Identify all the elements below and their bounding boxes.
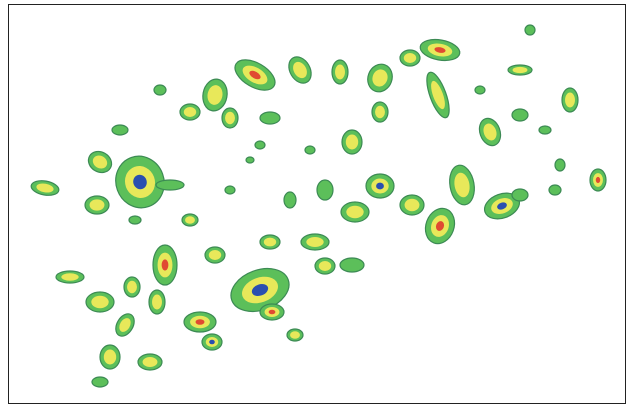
blob-inner xyxy=(143,357,158,367)
blob-outer xyxy=(317,180,333,200)
blob-core xyxy=(269,310,276,314)
blob-inner xyxy=(127,281,137,293)
blob-inner xyxy=(319,261,331,271)
blob-outer xyxy=(340,258,364,272)
blob-outer xyxy=(156,180,184,190)
blob-inner xyxy=(152,295,162,310)
blob-inner xyxy=(225,112,235,124)
blob-inner xyxy=(346,206,363,218)
blob-inner xyxy=(375,106,385,118)
blob-outer xyxy=(246,157,254,163)
blob-outer xyxy=(555,159,565,171)
blob-inner xyxy=(290,331,300,338)
blob-inner xyxy=(264,238,276,247)
blob-outer xyxy=(225,186,235,194)
blob-outer xyxy=(539,126,551,134)
blob-inner xyxy=(306,237,323,247)
heatmap-view xyxy=(0,0,634,404)
blob-inner xyxy=(565,93,575,108)
blob-core xyxy=(209,340,215,344)
blob-inner xyxy=(185,216,195,223)
blob-outer xyxy=(112,125,128,135)
blob-inner xyxy=(91,296,108,308)
blob-inner xyxy=(90,199,105,210)
blob-outer xyxy=(305,146,315,154)
blob-inner xyxy=(405,199,420,211)
blob-core xyxy=(162,259,169,270)
blob-inner xyxy=(404,53,416,63)
blob-core xyxy=(196,319,205,325)
blob-outer xyxy=(525,25,535,35)
blob-inner xyxy=(184,107,196,117)
blob-inner xyxy=(335,65,345,80)
blob-outer xyxy=(475,86,485,94)
blob-outer xyxy=(512,189,528,201)
page: {} (() => { const data = JSON.parse(docu… xyxy=(0,0,634,404)
blob-outer xyxy=(549,185,561,195)
blob-inner xyxy=(61,273,78,280)
blob-inner xyxy=(513,67,528,73)
blob-outer xyxy=(260,112,280,124)
blob-outer xyxy=(154,85,166,95)
blob-core xyxy=(596,177,600,183)
blob-inner xyxy=(104,350,116,365)
blob-inner xyxy=(346,135,358,150)
blob-core xyxy=(376,183,384,190)
blob-outer xyxy=(284,192,296,208)
blob-outer xyxy=(512,109,528,121)
blob-inner xyxy=(209,250,221,260)
blob-outer xyxy=(255,141,265,149)
blob-outer xyxy=(92,377,108,387)
blob-outer xyxy=(129,216,141,224)
